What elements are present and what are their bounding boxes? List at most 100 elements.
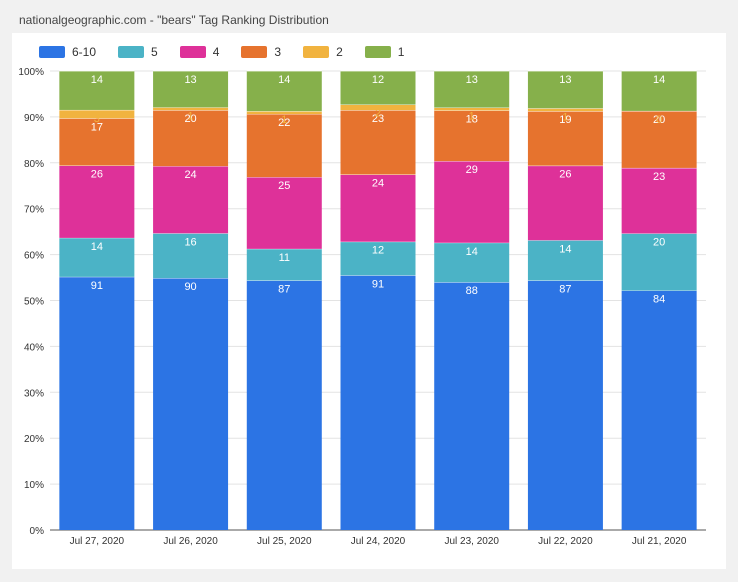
- legend-item-1[interactable]: 1: [364, 45, 405, 59]
- data-label: 3: [94, 113, 100, 125]
- bar-segment: [527, 240, 603, 281]
- legend-label: 6-10: [72, 45, 97, 59]
- data-label: 22: [278, 117, 290, 129]
- bar-segment: [434, 282, 510, 530]
- legend-label: 3: [274, 45, 282, 59]
- y-tick-label: 100%: [18, 67, 44, 78]
- data-label: 14: [91, 241, 103, 253]
- bar-segment: [621, 290, 697, 530]
- legend-label: 4: [212, 45, 220, 59]
- legend-label: 2: [336, 45, 343, 59]
- y-tick-label: 20%: [24, 434, 44, 445]
- x-tick-label: Jul 25, 2020: [257, 536, 312, 547]
- bar-segment: [153, 233, 229, 279]
- bar-segment: [527, 280, 603, 530]
- legend-item-2[interactable]: 2: [303, 45, 343, 59]
- x-tick-label: Jul 22, 2020: [538, 536, 593, 547]
- bar-segment: [621, 71, 697, 111]
- bar-segment: [527, 165, 603, 241]
- data-label: 91: [372, 278, 384, 290]
- data-label: 90: [184, 281, 196, 293]
- x-tick-label: Jul 26, 2020: [163, 536, 218, 547]
- bar-segment: [340, 104, 416, 111]
- y-tick-label: 80%: [24, 159, 44, 170]
- x-tick-label: Jul 27, 2020: [70, 536, 125, 547]
- data-label: 20: [653, 237, 665, 249]
- data-label: 14: [91, 74, 103, 86]
- bar-segment: [246, 177, 322, 249]
- legend-item-6-10[interactable]: 6-10: [39, 45, 96, 59]
- data-label: 17: [91, 121, 103, 133]
- x-tick-label: Jul 23, 2020: [444, 536, 499, 547]
- y-tick-label: 50%: [24, 297, 44, 308]
- bar-segment: [153, 278, 229, 530]
- x-tick-label: Jul 24, 2020: [351, 536, 406, 547]
- x-tick-label: Jul 21, 2020: [632, 536, 687, 547]
- data-label: 87: [278, 283, 290, 295]
- legend-label: 1: [397, 45, 405, 59]
- y-tick-label: 0%: [30, 526, 45, 537]
- bar-segment: [340, 241, 416, 276]
- legend: 6-10 5 4 3 2 1: [39, 45, 426, 59]
- data-label: 87: [559, 283, 571, 295]
- bar-segment: [153, 71, 229, 108]
- data-label: 25: [278, 180, 290, 192]
- bar-segment: [434, 242, 510, 283]
- y-tick-label: 30%: [24, 388, 44, 399]
- y-tick-label: 10%: [24, 480, 44, 491]
- legend-item-3[interactable]: 3: [241, 45, 281, 59]
- bar-segment: [340, 71, 416, 105]
- bar-segment: [434, 161, 510, 243]
- bar-segment: [153, 166, 229, 234]
- data-label: 14: [466, 246, 478, 258]
- data-label: 1: [188, 110, 194, 122]
- data-label: 19: [559, 114, 571, 126]
- data-label: 13: [466, 74, 478, 86]
- bar-segment: [59, 118, 135, 166]
- data-label: 23: [653, 171, 665, 183]
- data-label: 91: [91, 280, 103, 292]
- data-label: 20: [184, 113, 196, 125]
- bar-segment: [340, 110, 416, 175]
- legend-swatch: [179, 46, 206, 58]
- data-label: 0: [656, 114, 662, 126]
- data-label: 12: [372, 245, 384, 257]
- data-label: 12: [372, 74, 384, 86]
- bar-segment: [246, 111, 322, 115]
- bar-segment: [340, 275, 416, 530]
- bar-segment: [434, 110, 510, 162]
- bar-segment: [59, 71, 135, 110]
- bar-segment: [59, 165, 135, 238]
- bar-segment: [246, 280, 322, 530]
- data-label: 88: [466, 285, 478, 297]
- legend-swatch: [118, 46, 145, 58]
- data-label: 1: [281, 114, 287, 126]
- y-tick-label: 60%: [24, 251, 44, 262]
- data-label: 13: [559, 74, 571, 86]
- data-label: 26: [559, 169, 571, 181]
- bar-segment: [434, 71, 510, 108]
- data-label: 11: [279, 252, 290, 264]
- bar-segment: [246, 114, 322, 178]
- bar-segment: [59, 237, 135, 277]
- bar-segment: [59, 109, 135, 119]
- data-label: 23: [372, 113, 384, 125]
- legend-item-4[interactable]: 4: [179, 45, 220, 59]
- bar-segment: [527, 111, 603, 166]
- legend-swatch: [303, 46, 330, 58]
- data-label: 14: [653, 74, 665, 86]
- data-label: 84: [653, 294, 665, 306]
- data-label: 14: [278, 74, 290, 86]
- data-label: 18: [466, 113, 478, 125]
- legend-swatch: [364, 46, 391, 58]
- data-label: 14: [559, 243, 571, 255]
- data-label: 1: [562, 111, 568, 123]
- bar-segment: [621, 233, 697, 291]
- legend-swatch: [39, 46, 65, 58]
- data-label: 16: [184, 236, 196, 248]
- chart-title: nationalgeographic.com - "bears" Tag Ran…: [19, 13, 329, 27]
- legend-item-5[interactable]: 5: [118, 45, 158, 59]
- bar-segment: [527, 108, 603, 112]
- data-label: 24: [184, 169, 196, 181]
- bar-segment: [621, 167, 697, 234]
